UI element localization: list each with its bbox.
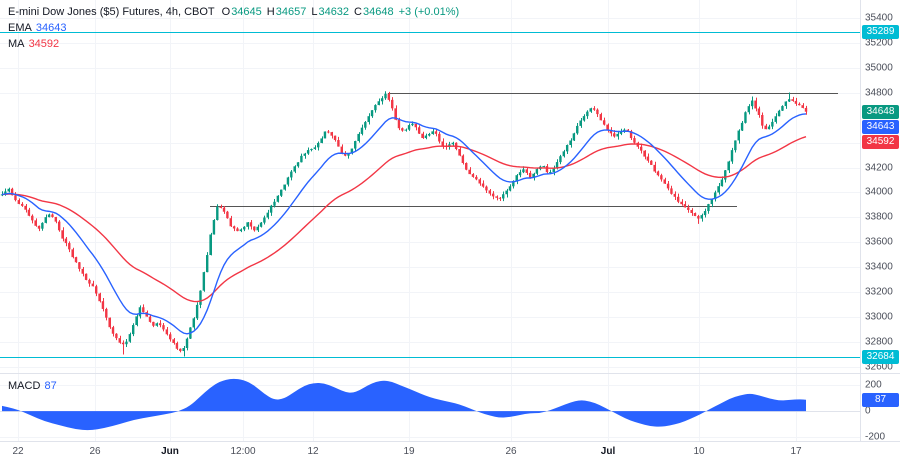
- price-tick: 33000: [865, 311, 893, 323]
- price-tag: 35289: [862, 24, 899, 39]
- time-label: Jun: [161, 446, 179, 457]
- time-label: 22: [12, 446, 24, 457]
- price-tick: 34800: [865, 87, 893, 99]
- symbol-title[interactable]: E-mini Dow Jones ($5) Futures, 4h, CBOT: [8, 6, 215, 18]
- time-label: Jul: [600, 446, 616, 457]
- low-value: 34632: [318, 6, 350, 18]
- price-tick: 33600: [865, 236, 893, 248]
- price-tick: 34200: [865, 162, 893, 174]
- time-label: 19: [403, 446, 415, 457]
- macd-label[interactable]: MACD: [8, 380, 41, 392]
- ema-label[interactable]: EMA: [8, 22, 32, 34]
- price-tick: 34000: [865, 186, 893, 198]
- ema-row: EMA 34643: [8, 20, 459, 36]
- ma-label[interactable]: MA: [8, 38, 25, 50]
- price-tick: 32600: [865, 361, 893, 373]
- time-axis[interactable]: 22 26 Jun 12:00 12 19 26 Jul 10 17: [0, 443, 900, 464]
- time-label: 12:00: [230, 446, 256, 457]
- time-label: 26: [505, 446, 517, 457]
- time-label: 12: [307, 446, 319, 457]
- price-tick: 35400: [865, 12, 893, 24]
- open-value: 34645: [231, 6, 262, 18]
- price-tag: 32684: [862, 349, 899, 364]
- macd-legend: MACD 87: [8, 380, 57, 392]
- price-axis[interactable]: 3540035200350003480034400342003400033800…: [861, 0, 900, 443]
- time-label: 10: [693, 446, 705, 457]
- close-label: C: [354, 6, 362, 18]
- low-label: L: [311, 6, 318, 18]
- price-tag: 34592: [862, 134, 899, 149]
- price-tag: 34643: [862, 119, 899, 134]
- price-tick: 35000: [865, 62, 893, 74]
- ma-value: 34592: [28, 38, 60, 50]
- change-value: +3 (+0.01%): [398, 6, 460, 18]
- ema-value: 34643: [35, 22, 67, 34]
- macd-tick: 0: [865, 405, 871, 417]
- price-tick: 33800: [865, 211, 893, 223]
- price-tick: 33400: [865, 261, 893, 273]
- time-label: 17: [790, 446, 802, 457]
- macd-tick: -200: [865, 431, 886, 443]
- high-value: 34657: [275, 6, 307, 18]
- price-tick: 32800: [865, 336, 893, 348]
- macd-tick: 200: [865, 379, 882, 391]
- symbol-row: E-mini Dow Jones ($5) Futures, 4h, CBOT O…: [8, 4, 459, 20]
- price-tag: 34648: [862, 104, 899, 119]
- ma-row: MA 34592: [8, 36, 459, 52]
- time-label: 26: [89, 446, 101, 457]
- high-label: H: [266, 6, 275, 18]
- macd-tag: 87: [862, 392, 899, 407]
- open-label: O: [221, 6, 231, 18]
- price-tick: 35200: [865, 37, 893, 49]
- symbol-legend: E-mini Dow Jones ($5) Futures, 4h, CBOT O…: [8, 4, 459, 52]
- close-value: 34648: [363, 6, 394, 18]
- price-tick: 33200: [865, 286, 893, 298]
- macd-value: 87: [44, 380, 57, 392]
